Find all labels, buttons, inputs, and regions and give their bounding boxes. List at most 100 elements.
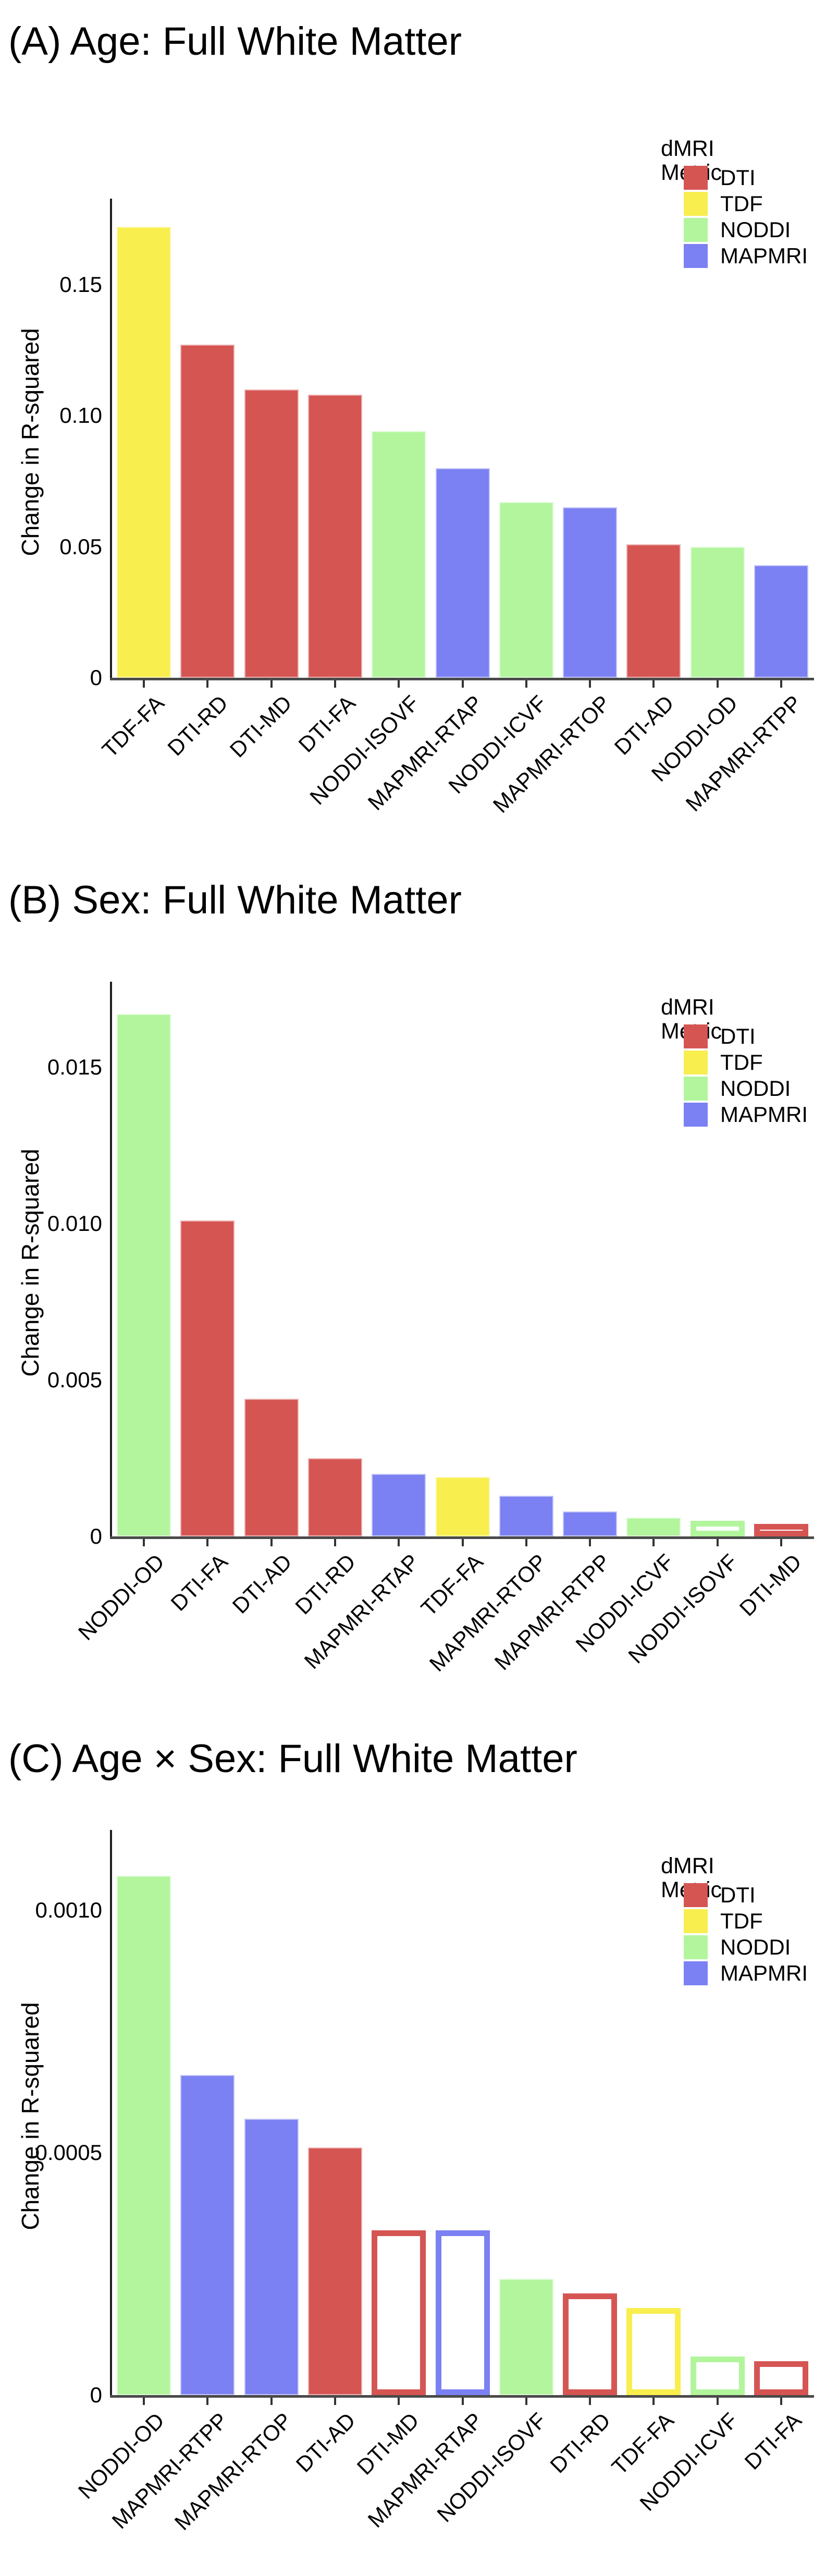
bar-noddi-isovf — [499, 2278, 553, 2395]
y-axis-line — [110, 982, 112, 1539]
legend-label-noddi: NODDI — [720, 1076, 791, 1101]
panel-c: (C) Age × Sex: Full White Matter 0 0.0005… — [0, 1717, 838, 2576]
x-tick-mark — [270, 680, 273, 688]
legend-swatch-mapmri — [684, 1103, 708, 1127]
y-tick-label-0-010: 0.010 — [47, 1211, 102, 1236]
legend-label-tdf: TDF — [720, 191, 763, 216]
bar-mapmri-rtap — [435, 2230, 490, 2395]
legend-label-mapmri: MAPMRI — [720, 243, 808, 268]
bar-dti-md — [754, 1524, 808, 1536]
bar-noddi-od — [117, 1876, 171, 2395]
y-tick-label-0-0005: 0.0005 — [35, 2140, 102, 2165]
x-axis-label-mapmri-rtop: MAPMRI-RTOP — [488, 690, 615, 817]
bar-dti-md — [372, 2230, 426, 2395]
x-tick-mark — [461, 1539, 464, 1546]
y-tick-label-0-05: 0.05 — [59, 534, 102, 559]
bar-noddi-icvf — [690, 2356, 745, 2395]
x-axis-label-mapmri-rtop: MAPMRI-RTOP — [424, 1549, 551, 1676]
bar-noddi-isovf — [690, 1521, 745, 1536]
legend-label-tdf: TDF — [720, 1909, 763, 1933]
panel-a-ylabel: Change in R-squared — [17, 327, 44, 556]
bar-noddi-icvf — [626, 1518, 681, 1536]
x-tick-mark — [780, 2398, 782, 2405]
x-axis-label-dti-fa: DTI-FA — [740, 2408, 806, 2474]
y-tick-label-0-005: 0.005 — [47, 1368, 102, 1392]
x-axis-label-mapmri-rtap: MAPMRI-RTAP — [363, 690, 488, 815]
x-tick-mark — [780, 680, 782, 688]
x-tick-mark — [334, 680, 336, 688]
panel-b-title: (B) Sex: Full White Matter — [8, 878, 462, 922]
y-axis-line — [110, 1830, 112, 2397]
bar-noddi-isovf — [372, 431, 426, 678]
x-axis-line — [110, 678, 814, 680]
x-tick-mark — [143, 2398, 145, 2405]
bar-tdf-fa — [626, 2308, 681, 2395]
bar-noddi-od — [690, 546, 745, 678]
x-tick-mark — [206, 1539, 209, 1546]
x-tick-mark — [398, 1539, 400, 1546]
bar-tdf-fa — [117, 227, 171, 678]
x-tick-mark — [270, 1539, 273, 1546]
x-tick-mark — [716, 1539, 719, 1546]
bar-mapmri-rtpp — [754, 565, 808, 678]
x-tick-mark — [589, 1539, 591, 1546]
y-tick-label-0: 0 — [90, 2383, 102, 2407]
bar-mapmri-rtop — [499, 1496, 553, 1536]
x-axis-label-mapmri-rtpp: MAPMRI-RTPP — [107, 2408, 233, 2534]
x-axis-label-dti-rd: DTI-RD — [545, 2408, 615, 2478]
x-axis-label-mapmri-rtap: MAPMRI-RTAP — [363, 2408, 488, 2532]
x-tick-mark — [398, 2398, 400, 2405]
x-tick-mark — [143, 1539, 145, 1546]
x-axis-label-dti-fa: DTI-FA — [166, 1549, 233, 1616]
x-axis-label-noddi-od: NODDI-OD — [73, 1549, 169, 1645]
bar-tdf-fa — [435, 1477, 490, 1536]
bar-mapmri-rtap — [435, 468, 490, 678]
x-tick-mark — [525, 1539, 527, 1546]
legend-label-mapmri: MAPMRI — [720, 1102, 808, 1127]
bar-dti-fa — [754, 2361, 808, 2395]
y-tick-label-0-0010: 0.0010 — [35, 1897, 102, 1922]
legend-swatch-mapmri — [684, 1961, 708, 1985]
x-tick-mark — [398, 680, 400, 688]
bar-mapmri-rtop — [244, 2118, 299, 2395]
bar-dti-fa — [307, 395, 362, 678]
x-axis-label-mapmri-rtpp: MAPMRI-RTPP — [681, 690, 806, 816]
legend-swatch-mapmri — [684, 244, 708, 268]
bar-dti-ad — [244, 1399, 299, 1536]
bar-noddi-od — [117, 1014, 171, 1536]
x-tick-mark — [652, 680, 655, 688]
x-tick-mark — [525, 2398, 527, 2405]
x-tick-mark — [206, 2398, 209, 2405]
y-tick-label-0: 0 — [90, 665, 102, 690]
bar-dti-ad — [307, 2147, 362, 2395]
y-axis-line — [110, 199, 112, 680]
x-axis-label-dti-ad: DTI-AD — [227, 1549, 297, 1618]
panel-c-title: (C) Age × Sex: Full White Matter — [8, 1737, 577, 1781]
bar-dti-rd — [180, 345, 235, 678]
bar-mapmri-rtpp — [563, 1511, 618, 1536]
x-tick-mark — [525, 680, 527, 688]
x-axis-label-tdf-fa: TDF-FA — [97, 690, 169, 762]
panel-c-ylabel: Change in R-squared — [17, 2002, 44, 2230]
x-axis-line — [110, 1536, 814, 1539]
x-tick-mark — [780, 1539, 782, 1546]
x-axis-label-mapmri-rtop: MAPMRI-RTOP — [169, 2408, 297, 2535]
bar-dti-rd — [563, 2293, 618, 2395]
panel-b: (B) Sex: Full White Matter 0 0.005 0.010 0.… — [0, 859, 838, 1717]
legend-label-noddi: NODDI — [720, 1935, 791, 1959]
x-tick-mark — [334, 1539, 336, 1546]
bar-dti-ad — [626, 544, 681, 678]
x-axis-label-dti-md: DTI-MD — [734, 1549, 806, 1621]
x-axis-label-dti-rd: DTI-RD — [163, 690, 233, 761]
bar-dti-rd — [307, 1458, 362, 1536]
x-tick-mark — [461, 680, 464, 688]
panel-a: (A) Age: Full White Matter 0 0.05 0.10 0.15… — [0, 0, 838, 859]
legend-label-dti: DTI — [720, 1883, 756, 1907]
bar-mapmri-rtpp — [180, 2074, 235, 2395]
legend-swatch-tdf — [684, 1051, 708, 1075]
x-tick-mark — [652, 1539, 655, 1546]
legend-label-mapmri: MAPMRI — [720, 1961, 808, 1985]
legend-swatch-dti — [684, 1024, 708, 1048]
x-tick-mark — [652, 2398, 655, 2405]
x-axis-label-mapmri-rtpp: MAPMRI-RTPP — [489, 1549, 615, 1675]
